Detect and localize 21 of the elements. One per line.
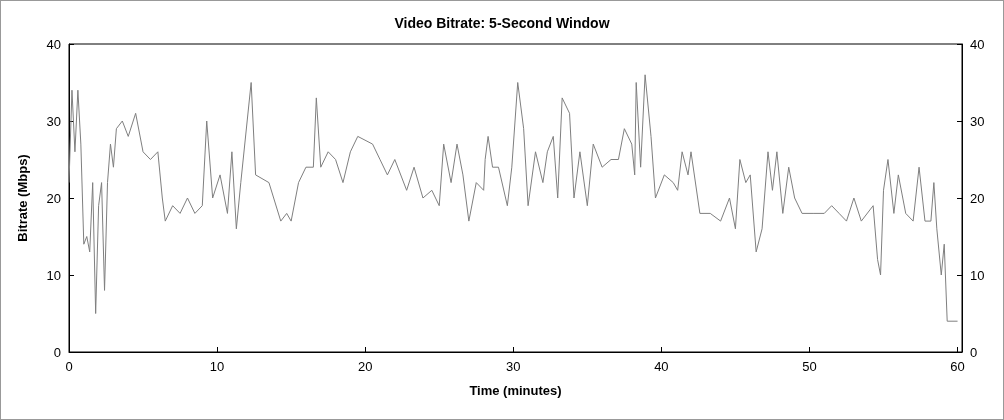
x-tick-label: 40 <box>654 359 669 374</box>
y2-tick-label: 10 <box>970 267 985 283</box>
y2-tick-label: 30 <box>970 113 985 129</box>
x-tick-label: 30 <box>506 359 521 374</box>
chart-title: Video Bitrate: 5-Second Window <box>394 15 610 31</box>
x-tick-label: 0 <box>65 359 73 374</box>
y-axis-title: Bitrate (Mbps) <box>15 154 30 242</box>
y2-tick-label: 40 <box>970 36 985 52</box>
x-tick-label: 10 <box>209 359 225 374</box>
y-tick-label: 20 <box>46 190 61 206</box>
y2-tick-label: 20 <box>970 190 985 206</box>
line-series <box>68 74 959 322</box>
y-tick-label: 30 <box>46 113 61 129</box>
x-tick-label: 50 <box>802 359 817 374</box>
x-tick-label: 60 <box>950 359 965 374</box>
x-tick-label: 20 <box>357 359 373 374</box>
y2-tick-label: 0 <box>970 344 978 360</box>
y-tick-label: 40 <box>46 36 61 52</box>
y-tick-label: 10 <box>46 267 61 283</box>
y-tick-label: 0 <box>53 344 61 360</box>
x-axis-title: Time (minutes) <box>469 383 562 398</box>
